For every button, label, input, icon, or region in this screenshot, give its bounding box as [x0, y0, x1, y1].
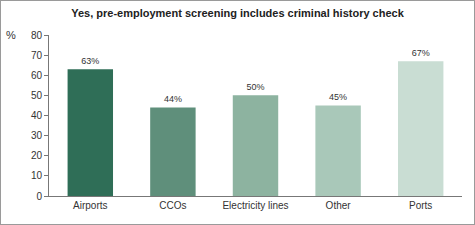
svg-text:45%: 45%: [329, 92, 347, 102]
svg-text:70: 70: [31, 50, 43, 61]
svg-text:40: 40: [31, 110, 43, 121]
svg-text:20: 20: [31, 150, 43, 161]
svg-text:Yes, pre-employment screening: Yes, pre-employment screening includes c…: [71, 7, 404, 19]
svg-text:10: 10: [31, 170, 43, 181]
svg-text:%: %: [6, 29, 16, 41]
svg-text:Electricity lines: Electricity lines: [222, 200, 288, 211]
svg-text:50: 50: [31, 90, 43, 101]
svg-text:Other: Other: [326, 200, 352, 211]
svg-text:60: 60: [31, 70, 43, 81]
svg-text:0: 0: [36, 191, 42, 202]
svg-text:80: 80: [31, 30, 43, 41]
svg-text:CCOs: CCOs: [159, 200, 186, 211]
svg-text:Airports: Airports: [73, 200, 107, 211]
svg-text:50%: 50%: [246, 82, 264, 92]
svg-text:44%: 44%: [164, 94, 182, 104]
svg-text:Ports: Ports: [409, 200, 432, 211]
svg-text:67%: 67%: [412, 48, 430, 58]
svg-text:30: 30: [31, 130, 43, 141]
svg-text:63%: 63%: [81, 56, 99, 66]
